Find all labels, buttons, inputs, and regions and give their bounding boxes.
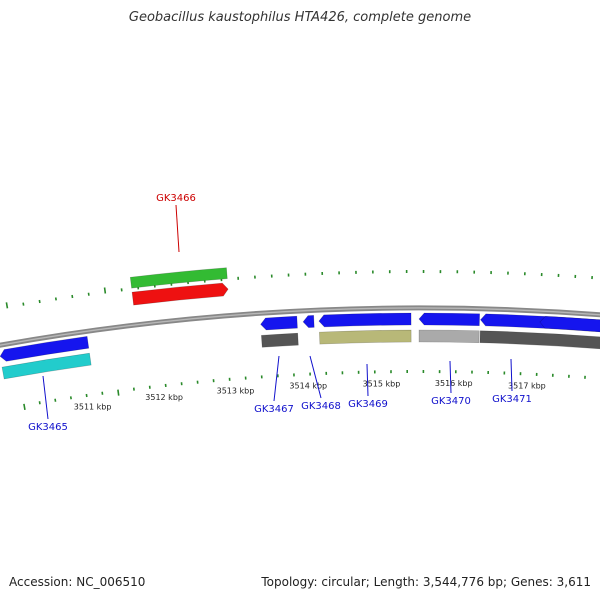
scale-label: 3513 kbp xyxy=(217,386,255,395)
gene-leader-line xyxy=(42,375,49,420)
accession-label: Accession: NC_006510 xyxy=(9,575,146,589)
gene-label: GK3466 xyxy=(156,193,196,204)
gene-label: GK3469 xyxy=(348,399,388,410)
gene-arrow-reverse xyxy=(318,312,412,328)
scale-label: 3512 kbp xyxy=(145,393,183,402)
genome-backbone-highlight xyxy=(0,307,600,346)
gene-cog-track xyxy=(1,352,92,380)
gene-arrow-reverse xyxy=(539,315,600,333)
gene-arrow-reverse xyxy=(418,312,480,327)
gene-leader-line xyxy=(449,360,452,394)
scale-label: 3511 kbp xyxy=(74,402,112,411)
gene-label: GK3470 xyxy=(431,396,471,407)
outer-tick xyxy=(5,302,9,309)
gene-cog-track xyxy=(319,329,412,345)
scale-label: 3514 kbp xyxy=(289,382,327,391)
gene-label: GK3471 xyxy=(492,394,532,405)
gene-cog-track xyxy=(129,267,228,289)
scale-label: 3516 kbp xyxy=(435,379,473,388)
gene-label: GK3465 xyxy=(28,422,68,433)
inner-tick xyxy=(23,403,26,410)
outer-tick xyxy=(103,287,107,294)
genome-summary: Topology: circular; Length: 3,544,776 bp… xyxy=(261,575,591,589)
gene-leader-line xyxy=(273,355,280,402)
gene-label: GK3467 xyxy=(254,404,294,415)
gene-leader-line xyxy=(175,204,180,253)
gene-leader-line xyxy=(309,355,322,399)
gene-label: GK3468 xyxy=(301,401,341,412)
gene-cog-track xyxy=(261,332,299,348)
gene-arrow-reverse xyxy=(0,335,90,362)
gene-cog-track xyxy=(418,329,480,344)
gene-leader-line xyxy=(510,358,513,392)
inner-tick xyxy=(117,389,120,396)
gene-arrow-reverse xyxy=(302,315,315,328)
scale-label: 3515 kbp xyxy=(363,379,401,388)
scale-label: 3517 kbp xyxy=(508,381,546,390)
gene-arrow-reverse xyxy=(260,315,298,331)
gene-arrow-forward xyxy=(131,282,229,306)
genome-title: Geobacillus kaustophilus HTA426, complet… xyxy=(128,10,472,25)
gene-leader-line xyxy=(366,363,369,397)
gene-cog-track xyxy=(479,330,600,350)
